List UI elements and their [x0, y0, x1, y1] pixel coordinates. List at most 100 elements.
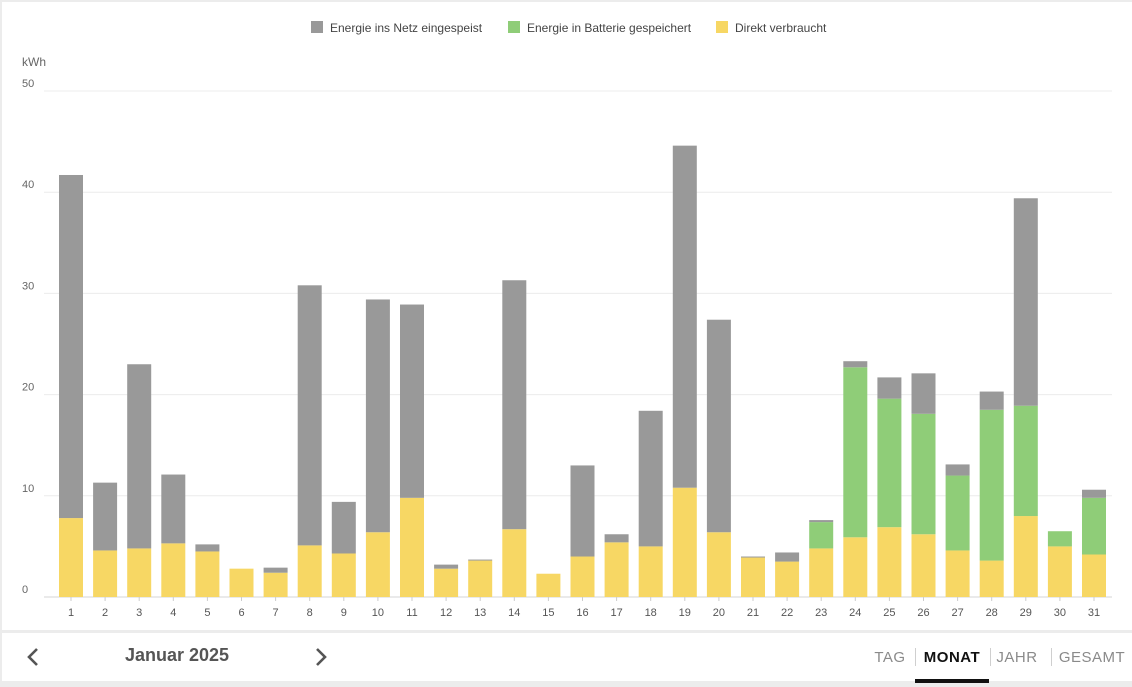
x-tick-label: 27: [951, 607, 963, 619]
bar-direkt-verbraucht: [945, 550, 970, 597]
bar-energie-ins-netz-eingespeist: [365, 299, 390, 533]
y-tick-label: 40: [22, 179, 34, 191]
bar-energie-in-batterie-gespeichert: [877, 398, 902, 528]
chevron-right-icon: [316, 648, 327, 666]
bar-direkt-verbraucht: [1013, 516, 1038, 597]
bar-energie-ins-netz-eingespeist: [331, 501, 356, 554]
x-tick-label: 30: [1054, 607, 1066, 619]
y-tick-label: 50: [22, 78, 34, 90]
y-tick-label: 20: [22, 382, 34, 394]
bar-direkt-verbraucht: [127, 548, 152, 597]
y-tick-label: 30: [22, 280, 34, 292]
bar-energie-ins-netz-eingespeist: [400, 304, 424, 498]
bar-energie-ins-netz-eingespeist: [297, 285, 322, 546]
bar-direkt-verbraucht: [195, 551, 220, 597]
legend-swatch: [716, 21, 728, 33]
bar-direkt-verbraucht: [229, 568, 254, 597]
x-tick-label: 3: [136, 607, 142, 619]
x-tick-label: 7: [273, 607, 279, 619]
tab-divider: [1051, 648, 1052, 666]
bar-direkt-verbraucht: [161, 543, 186, 597]
x-tick-label: 9: [341, 607, 347, 619]
bar-energie-ins-netz-eingespeist: [93, 482, 118, 551]
bar-direkt-verbraucht: [434, 568, 459, 597]
bar-energie-ins-netz-eingespeist: [945, 464, 970, 476]
x-tick-label: 24: [849, 607, 861, 619]
x-tick-label: 23: [815, 607, 827, 619]
x-tick-label: 21: [747, 607, 759, 619]
bar-direkt-verbraucht: [979, 560, 1004, 597]
bar-energie-ins-netz-eingespeist: [809, 520, 834, 523]
bar-direkt-verbraucht: [741, 557, 765, 597]
x-tick-label: 4: [170, 607, 176, 619]
legend-label: Direkt verbraucht: [735, 21, 827, 35]
y-axis-unit-label: kWh: [22, 55, 46, 69]
bar-energie-ins-netz-eingespeist: [1082, 489, 1106, 498]
legend-label: Energie ins Netz eingespeist: [330, 21, 483, 35]
previous-period-button[interactable]: [19, 643, 47, 671]
bar-energie-ins-netz-eingespeist: [161, 474, 186, 544]
x-tick-label: 19: [679, 607, 691, 619]
chart-card: kWh 0 10 20 30 40 50 1 2 3 4 5 6 7 8 9 10 11 12 13 14 15 16 17 1…: [2, 2, 1132, 630]
tab-jahr[interactable]: JAHR: [996, 649, 1038, 666]
x-tick-label: 28: [986, 607, 998, 619]
bar-energie-ins-netz-eingespeist: [843, 361, 868, 368]
x-tick-label: 31: [1088, 607, 1100, 619]
bar-direkt-verbraucht: [297, 545, 322, 597]
bar-energie-ins-netz-eingespeist: [59, 174, 83, 519]
y-tick-label: 0: [22, 584, 28, 596]
x-tick-label: 18: [645, 607, 657, 619]
bar-energie-ins-netz-eingespeist: [263, 567, 288, 573]
bar-energie-ins-netz-eingespeist: [775, 552, 800, 562]
x-tick-label: 5: [204, 607, 210, 619]
x-tick-label: 1: [68, 607, 74, 619]
legend-label: Energie in Batterie gespeichert: [527, 21, 692, 35]
bar-energie-ins-netz-eingespeist: [434, 564, 459, 569]
bar-energie-ins-netz-eingespeist: [706, 319, 731, 533]
x-tick-label: 26: [917, 607, 929, 619]
next-period-button[interactable]: [307, 643, 335, 671]
bar-energie-ins-netz-eingespeist: [911, 373, 936, 414]
bar-direkt-verbraucht: [400, 497, 424, 597]
bar-energie-in-batterie-gespeichert: [1013, 405, 1038, 517]
bar-direkt-verbraucht: [365, 532, 390, 597]
tab-gesamt[interactable]: GESAMT: [1058, 649, 1126, 666]
bar-direkt-verbraucht: [809, 548, 834, 597]
bar-energie-ins-netz-eingespeist: [672, 145, 697, 488]
bar-energie-in-batterie-gespeichert: [843, 367, 868, 538]
tab-tag[interactable]: TAG: [874, 649, 906, 666]
bar-direkt-verbraucht: [638, 546, 663, 597]
bar-energie-ins-netz-eingespeist: [127, 364, 152, 549]
bar-energie-ins-netz-eingespeist: [468, 559, 493, 561]
bar-direkt-verbraucht: [911, 534, 936, 597]
x-tick-label: 12: [440, 607, 452, 619]
bar-direkt-verbraucht: [570, 556, 595, 597]
bar-energie-in-batterie-gespeichert: [809, 522, 834, 549]
bar-direkt-verbraucht: [843, 537, 868, 597]
bar-direkt-verbraucht: [263, 572, 288, 597]
bar-direkt-verbraucht: [59, 518, 83, 597]
y-tick-label: 10: [22, 483, 34, 495]
bar-energie-ins-netz-eingespeist: [979, 391, 1004, 410]
bar-energie-ins-netz-eingespeist: [1013, 198, 1038, 406]
bar-direkt-verbraucht: [93, 550, 118, 597]
x-tick-label: 2: [102, 607, 108, 619]
x-tick-label: 6: [238, 607, 244, 619]
bar-energie-in-batterie-gespeichert: [1082, 497, 1106, 555]
bar-energie-ins-netz-eingespeist: [502, 280, 527, 530]
x-tick-label: 17: [610, 607, 622, 619]
period-navigation-bar: Januar 2025 TAG MONAT JAHR GESAMT: [2, 633, 1132, 683]
bar-direkt-verbraucht: [502, 529, 527, 597]
bar-energie-ins-netz-eingespeist: [741, 556, 765, 558]
tab-monat[interactable]: MONAT: [915, 633, 989, 683]
period-label: Januar 2025: [124, 645, 230, 665]
bar-direkt-verbraucht: [604, 542, 629, 597]
bar-energie-ins-netz-eingespeist: [877, 377, 902, 399]
x-tick-label: 25: [883, 607, 895, 619]
chevron-left-icon: [27, 648, 38, 666]
bar-direkt-verbraucht: [468, 560, 493, 597]
tab-divider: [915, 648, 916, 666]
x-tick-label: 10: [372, 607, 384, 619]
bar-direkt-verbraucht: [706, 532, 731, 597]
bar-energie-in-batterie-gespeichert: [911, 413, 936, 535]
